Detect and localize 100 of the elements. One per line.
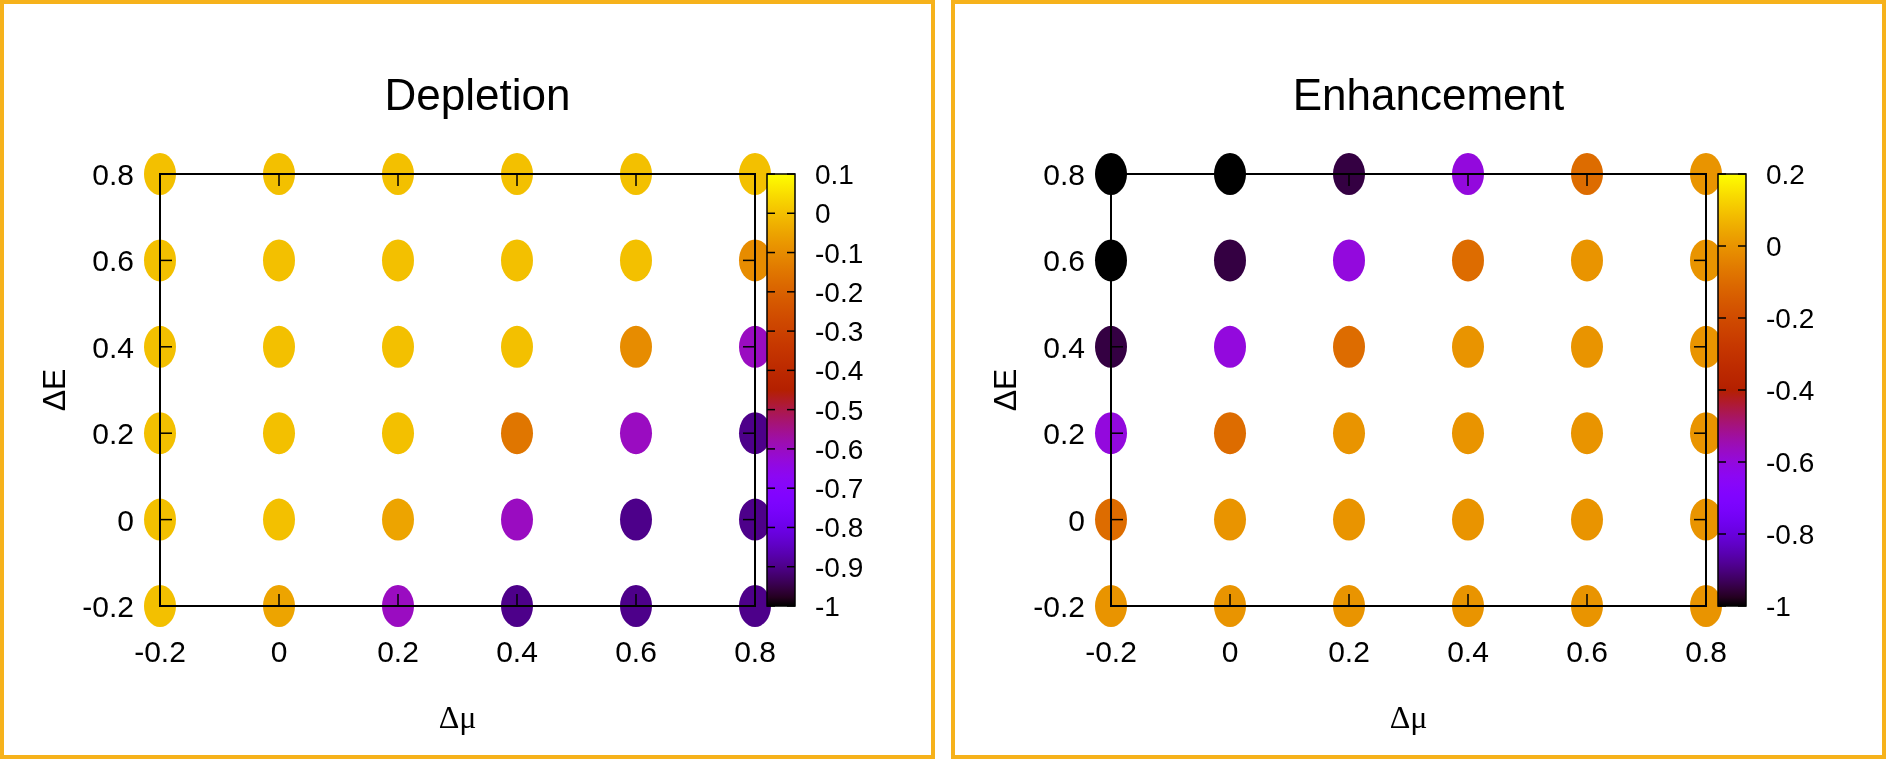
point	[1452, 498, 1484, 541]
point	[1333, 153, 1365, 195]
point	[1214, 412, 1246, 455]
y-tick-label: 0.6	[92, 244, 134, 278]
color-bar-label: -0.1	[815, 237, 864, 269]
point	[144, 412, 176, 455]
color-bar-label: -0.5	[815, 394, 864, 426]
point	[144, 153, 176, 195]
point	[144, 325, 176, 368]
color-bar-label: -0.6	[1766, 447, 1815, 478]
point	[620, 239, 652, 282]
point	[382, 412, 414, 455]
x-tick-label: -0.2	[1085, 635, 1137, 668]
point	[501, 325, 533, 368]
color-bar-label: -0.8	[815, 512, 864, 544]
x-axis-title: Δμ	[1389, 699, 1428, 735]
point	[144, 498, 176, 541]
color-bar-label: -0.9	[815, 551, 864, 583]
x-tick-label: -0.2	[134, 635, 186, 668]
color-bar-label: 0	[1766, 231, 1782, 262]
point	[1452, 412, 1484, 455]
point	[144, 239, 176, 282]
point	[263, 412, 295, 455]
x-tick-label: 0.4	[1447, 635, 1489, 668]
point	[1333, 325, 1365, 368]
color-bar-label: -0.8	[1766, 519, 1815, 550]
y-axis-title: ΔE	[987, 368, 1023, 412]
point	[1571, 585, 1603, 627]
color-bar-label: -0.4	[815, 355, 864, 387]
point	[1214, 498, 1246, 541]
color-bar-label: -0.7	[815, 473, 864, 505]
point	[501, 412, 533, 455]
point	[739, 153, 771, 195]
color-bar-label: 0	[815, 198, 831, 230]
point	[1095, 585, 1127, 627]
color-bar-label: -0.3	[815, 316, 864, 348]
point	[1571, 153, 1603, 195]
x-tick-label: 0.2	[377, 635, 419, 668]
color-bar-label: -0.2	[1766, 303, 1815, 334]
point	[1095, 498, 1127, 541]
point	[1333, 585, 1365, 627]
point	[382, 585, 414, 627]
point	[263, 585, 295, 627]
point	[1690, 585, 1722, 627]
x-tick-label: 0.4	[496, 635, 538, 668]
point	[1214, 153, 1246, 195]
color-bar-label: -1	[815, 591, 840, 622]
y-tick-label: 0.8	[92, 158, 134, 191]
point	[1452, 585, 1484, 627]
point	[501, 239, 533, 282]
color-bar-label: -0.2	[815, 276, 864, 308]
x-tick-label: 0.2	[1328, 635, 1370, 668]
color-bar-label: -0.6	[815, 433, 864, 465]
x-tick-label: 0.8	[734, 635, 776, 668]
point	[1571, 412, 1603, 455]
point	[620, 585, 652, 627]
point	[1333, 498, 1365, 541]
color-bar-label: -1	[1766, 591, 1791, 622]
point	[1095, 153, 1127, 195]
y-tick-label: 0	[117, 503, 134, 537]
point	[263, 498, 295, 541]
point	[1095, 412, 1127, 455]
point	[1571, 239, 1603, 282]
x-tick-label: 0.6	[615, 635, 657, 668]
point	[263, 325, 295, 368]
point	[144, 585, 176, 627]
color-bar-label: 0.2	[1766, 159, 1805, 190]
point	[263, 239, 295, 282]
point	[263, 153, 295, 195]
chart-title: Enhancement	[1292, 70, 1565, 119]
y-tick-label: 0.2	[1043, 417, 1085, 451]
point	[501, 153, 533, 195]
point	[1571, 498, 1603, 541]
point	[620, 325, 652, 368]
x-axis-title: Δμ	[438, 699, 477, 735]
y-tick-label: -0.2	[82, 590, 134, 623]
point	[620, 153, 652, 195]
point	[1214, 239, 1246, 282]
point	[1452, 325, 1484, 368]
point	[1452, 153, 1484, 195]
point	[382, 239, 414, 282]
y-tick-label: 0.4	[92, 330, 134, 364]
point	[1452, 239, 1484, 282]
color-bar-label: -0.4	[1766, 375, 1815, 406]
x-tick-label: 0	[270, 635, 288, 668]
point	[382, 325, 414, 368]
y-tick-label: 0.2	[92, 417, 134, 451]
y-axis-title: ΔE	[36, 368, 72, 412]
x-tick-label: 0.6	[1566, 635, 1608, 668]
point	[1095, 325, 1127, 368]
y-tick-label: -0.2	[1033, 590, 1085, 623]
point	[739, 585, 771, 627]
point	[620, 412, 652, 455]
point	[1333, 412, 1365, 455]
point	[1690, 153, 1722, 195]
point	[382, 153, 414, 195]
point	[1333, 239, 1365, 282]
point	[620, 498, 652, 541]
point	[501, 498, 533, 541]
point	[1214, 585, 1246, 627]
